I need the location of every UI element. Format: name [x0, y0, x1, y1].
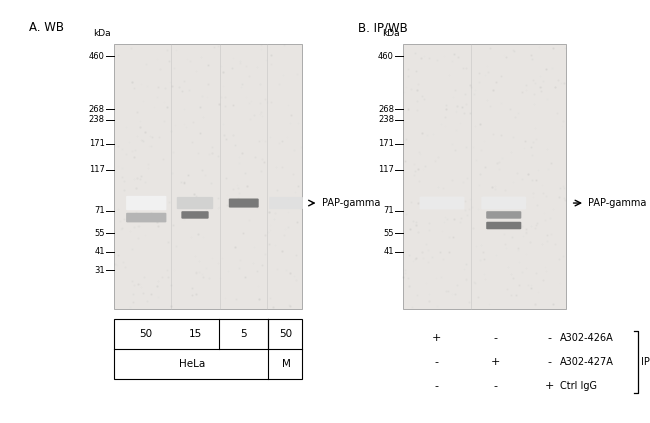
Text: kDa: kDa: [93, 29, 110, 38]
Text: kDa: kDa: [382, 29, 400, 38]
Text: 41: 41: [384, 247, 394, 256]
Text: 41: 41: [94, 247, 105, 256]
Text: 171: 171: [89, 139, 105, 148]
Text: HeLa: HeLa: [179, 359, 205, 369]
FancyBboxPatch shape: [486, 211, 521, 219]
Text: 50: 50: [140, 329, 153, 339]
Text: -: -: [547, 333, 551, 343]
Text: -: -: [435, 357, 439, 367]
Bar: [114, 319, 302, 379]
Text: 5: 5: [240, 329, 247, 339]
Text: 71: 71: [384, 206, 394, 215]
Text: -: -: [547, 357, 551, 367]
Text: 460: 460: [89, 52, 105, 61]
Text: -: -: [493, 381, 497, 391]
Text: 31: 31: [94, 266, 105, 275]
FancyBboxPatch shape: [481, 197, 526, 209]
Text: +: +: [432, 333, 441, 343]
FancyBboxPatch shape: [177, 197, 213, 209]
Text: A302-427A: A302-427A: [560, 357, 614, 367]
Text: +: +: [491, 357, 500, 367]
Text: PAP-gamma: PAP-gamma: [588, 198, 647, 208]
Text: 238: 238: [378, 115, 394, 124]
FancyBboxPatch shape: [269, 197, 303, 209]
Text: PAP-gamma: PAP-gamma: [322, 198, 380, 208]
Text: Ctrl IgG: Ctrl IgG: [560, 381, 597, 391]
Text: 460: 460: [378, 52, 394, 61]
Text: 117: 117: [378, 165, 394, 175]
FancyBboxPatch shape: [181, 211, 209, 219]
FancyBboxPatch shape: [486, 222, 521, 229]
Text: A. WB: A. WB: [29, 21, 64, 34]
Text: 71: 71: [94, 206, 105, 215]
Text: -: -: [435, 381, 439, 391]
Text: 171: 171: [378, 139, 394, 148]
FancyBboxPatch shape: [126, 213, 166, 222]
Text: IP: IP: [641, 357, 650, 367]
Text: M: M: [281, 359, 291, 369]
Bar: [114, 44, 302, 309]
Text: 117: 117: [89, 165, 105, 175]
Text: -: -: [493, 333, 497, 343]
Text: 50: 50: [280, 329, 292, 339]
Text: 55: 55: [94, 229, 105, 238]
Text: 268: 268: [88, 104, 105, 114]
Text: B. IP/WB: B. IP/WB: [358, 21, 408, 34]
Text: 55: 55: [384, 229, 394, 238]
FancyBboxPatch shape: [126, 196, 166, 210]
Bar: [403, 44, 566, 309]
Text: 15: 15: [188, 329, 202, 339]
Text: +: +: [545, 381, 554, 391]
Text: 238: 238: [88, 115, 105, 124]
Text: A302-426A: A302-426A: [560, 333, 614, 343]
Text: 268: 268: [378, 104, 394, 114]
FancyBboxPatch shape: [229, 198, 259, 208]
FancyBboxPatch shape: [420, 197, 465, 209]
